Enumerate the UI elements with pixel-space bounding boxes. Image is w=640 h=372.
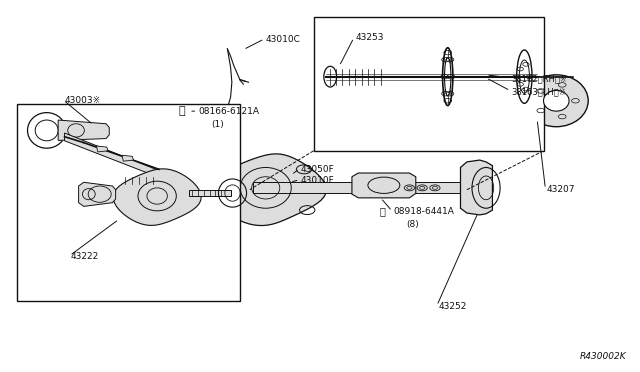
Text: 43003※: 43003※ — [65, 96, 100, 105]
Polygon shape — [189, 190, 230, 196]
Text: 43010C: 43010C — [266, 35, 301, 44]
Polygon shape — [97, 146, 108, 152]
Polygon shape — [42, 143, 81, 166]
Text: 43222: 43222 — [71, 252, 99, 261]
Ellipse shape — [433, 186, 438, 189]
Text: R430002K: R430002K — [580, 352, 627, 361]
Text: 43050F: 43050F — [301, 165, 335, 174]
Text: 43207: 43207 — [547, 185, 575, 194]
Bar — [17, 105, 240, 301]
Polygon shape — [352, 173, 416, 198]
Text: 43253: 43253 — [355, 33, 383, 42]
Text: 08918-6441A: 08918-6441A — [394, 208, 454, 217]
Text: Ⓑ: Ⓑ — [380, 206, 385, 216]
Text: 38162（RH）※: 38162（RH）※ — [511, 74, 568, 83]
Polygon shape — [122, 174, 136, 180]
Text: 08166-6121A: 08166-6121A — [198, 108, 260, 116]
Text: Ⓢ: Ⓢ — [178, 106, 185, 116]
Polygon shape — [122, 155, 134, 161]
Ellipse shape — [543, 90, 569, 111]
Polygon shape — [216, 154, 326, 225]
Text: 43252: 43252 — [438, 302, 467, 311]
Text: (1): (1) — [211, 121, 224, 129]
Text: 43010F: 43010F — [301, 176, 335, 185]
Text: (8): (8) — [406, 221, 419, 230]
Bar — [314, 17, 543, 151]
Ellipse shape — [524, 75, 588, 127]
Polygon shape — [61, 138, 125, 151]
Polygon shape — [61, 169, 119, 183]
Polygon shape — [113, 169, 201, 225]
Ellipse shape — [420, 186, 425, 189]
Polygon shape — [65, 133, 176, 184]
Polygon shape — [61, 158, 250, 193]
Polygon shape — [253, 182, 467, 193]
Ellipse shape — [407, 186, 412, 189]
Text: 38163（LH）※: 38163（LH）※ — [511, 87, 566, 96]
Polygon shape — [153, 177, 168, 182]
Polygon shape — [461, 160, 492, 215]
Polygon shape — [58, 120, 109, 140]
Polygon shape — [79, 182, 116, 206]
